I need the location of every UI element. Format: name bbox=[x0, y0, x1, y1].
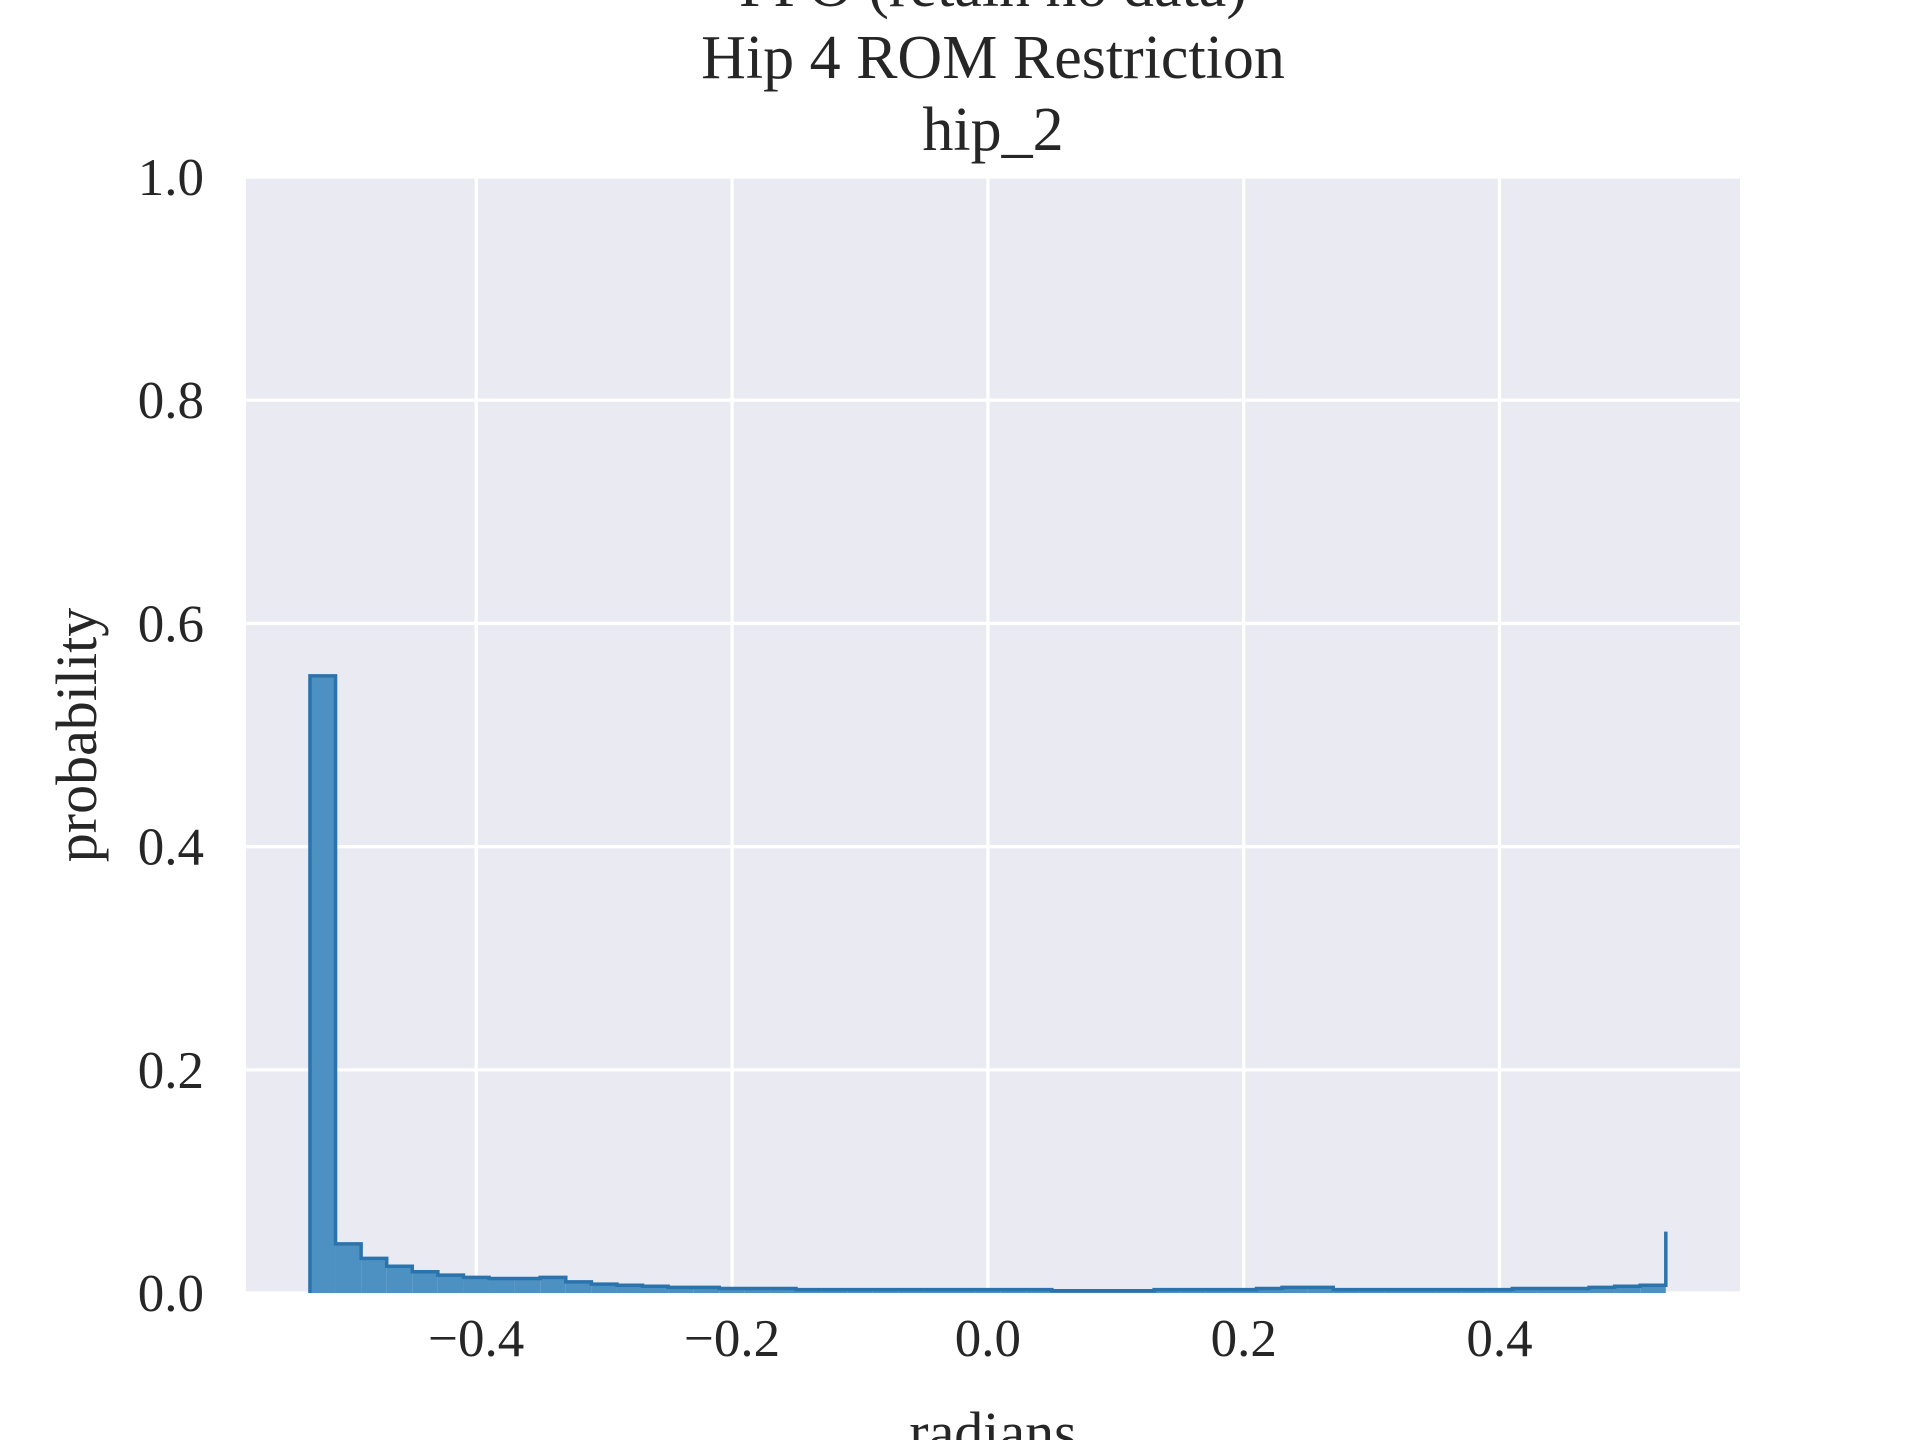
chart-title-line-1: PPO (retain no data) bbox=[739, 0, 1247, 20]
y-tick-label: 0.8 bbox=[138, 372, 204, 430]
histogram-outline bbox=[308, 674, 1668, 1293]
chart-title-line-3: hip_2 bbox=[922, 96, 1063, 164]
x-tick-label: −0.4 bbox=[428, 1310, 524, 1368]
histogram-bar bbox=[1512, 1288, 1538, 1293]
x-tick-label: 0.4 bbox=[1466, 1310, 1532, 1368]
histogram-bar bbox=[642, 1286, 669, 1293]
y-tick-label: 0.0 bbox=[138, 1265, 204, 1323]
histogram-bar bbox=[489, 1278, 515, 1293]
histogram-bar bbox=[1307, 1287, 1334, 1293]
histogram-bar bbox=[514, 1278, 541, 1293]
histogram-bar bbox=[1282, 1287, 1308, 1293]
y-tick-label: 0.2 bbox=[138, 1042, 204, 1100]
histogram-bar bbox=[591, 1284, 617, 1293]
y-axis-label: probability bbox=[44, 608, 109, 863]
histogram-bar bbox=[1614, 1286, 1641, 1293]
x-axis-label: radians bbox=[909, 1400, 1077, 1440]
y-tick-label: 0.4 bbox=[138, 819, 204, 877]
histogram-bar bbox=[335, 1243, 362, 1293]
x-tick-label: 0.0 bbox=[955, 1310, 1021, 1368]
plot-area bbox=[246, 177, 1740, 1293]
histogram-bar bbox=[1563, 1288, 1590, 1293]
histogram-bar bbox=[540, 1277, 566, 1293]
histogram-bar bbox=[463, 1277, 490, 1293]
histogram-bar bbox=[412, 1271, 438, 1293]
histogram-bar bbox=[744, 1288, 771, 1293]
y-axis-ticks: 0.0 0.2 0.4 0.6 0.8 1.0 bbox=[138, 149, 204, 1323]
histogram-bar bbox=[1589, 1287, 1615, 1293]
chart-title-line-2: Hip 4 ROM Restriction bbox=[701, 24, 1285, 92]
histogram-bar bbox=[1640, 1285, 1666, 1293]
histogram-bar bbox=[668, 1287, 694, 1293]
histogram-bar bbox=[693, 1287, 720, 1293]
y-tick-label: 1.0 bbox=[138, 149, 204, 207]
histogram-bar bbox=[565, 1281, 592, 1293]
x-tick-label: 0.2 bbox=[1211, 1310, 1277, 1368]
histogram-bar bbox=[309, 675, 336, 1293]
histogram-bar bbox=[770, 1288, 797, 1293]
histogram-bar bbox=[616, 1285, 643, 1293]
chart-title: PPO (retain no data) Hip 4 ROM Restricti… bbox=[701, 0, 1285, 164]
histogram-bar bbox=[437, 1275, 464, 1293]
histogram-bar bbox=[386, 1266, 413, 1293]
histogram-bar bbox=[1256, 1288, 1283, 1293]
histogram-bar bbox=[719, 1288, 745, 1293]
x-axis-ticks: −0.4 −0.2 0.0 0.2 0.4 bbox=[428, 1310, 1532, 1368]
x-tick-label: −0.2 bbox=[684, 1310, 780, 1368]
histogram-bar bbox=[361, 1258, 387, 1293]
y-tick-label: 0.6 bbox=[138, 595, 204, 653]
histogram-bar bbox=[1537, 1288, 1564, 1293]
